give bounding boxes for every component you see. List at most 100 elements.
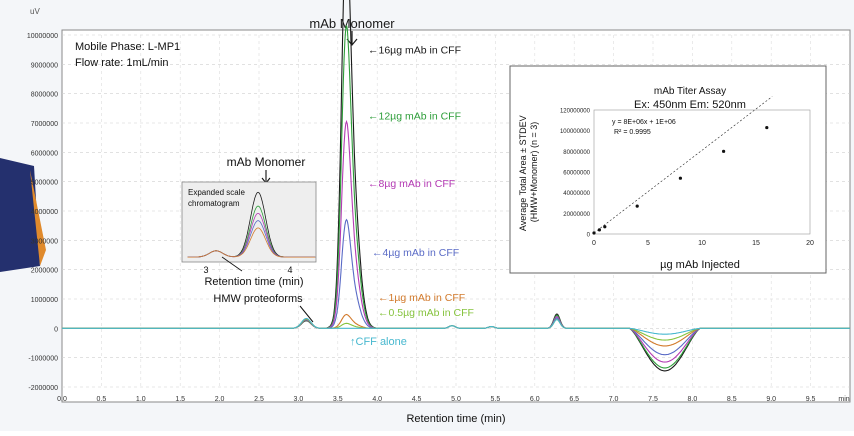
y-tick-label: 6000000 bbox=[31, 150, 58, 157]
peak-arrow bbox=[346, 31, 358, 46]
x-axis-title: Retention time (min) bbox=[406, 413, 505, 425]
y-tick-label: 3000000 bbox=[31, 238, 58, 245]
x-tick-label: 0.5 bbox=[97, 396, 107, 403]
y-tick-label: 9000000 bbox=[31, 62, 58, 69]
inset-label-text: Expanded scale bbox=[188, 188, 245, 197]
calibration-points bbox=[592, 96, 773, 235]
x-tick-label: 8.0 bbox=[688, 396, 698, 403]
calibration-point bbox=[603, 225, 607, 229]
main-title: mAb Monomer bbox=[309, 16, 395, 31]
y-unit-label: uV bbox=[30, 7, 40, 16]
y-tick-label: 4000000 bbox=[31, 209, 58, 216]
x-tick-label: 8.5 bbox=[727, 396, 737, 403]
calibration-ticks: 0 20000000 40000000 60000000 80000000 1000000… bbox=[560, 109, 814, 248]
series-labels: ←16µg mAb in CFF ←12µg mAb in CFF ←8µg mAb… bbox=[368, 45, 474, 319]
calibration-y-title-line2: (HMW+Monomer) (n = 3) bbox=[529, 122, 539, 223]
hmw-arrow bbox=[299, 305, 314, 323]
inset-traces bbox=[187, 191, 316, 258]
inset-x-tick-4: 4 bbox=[287, 265, 292, 275]
inset-label-text-2: chromatogram bbox=[188, 199, 240, 208]
inset-frame bbox=[181, 181, 317, 263]
x-tick-label: min bbox=[838, 396, 849, 403]
calibration-title: mAb Titer Assay bbox=[654, 86, 726, 97]
calibration-x-tick: 5 bbox=[646, 240, 650, 247]
calibration-y-tick: 0 bbox=[587, 233, 591, 239]
x-tick-label: 7.5 bbox=[648, 396, 658, 403]
calibration-y-tick: 60000000 bbox=[563, 171, 590, 177]
y-tick-label: 2000000 bbox=[31, 268, 58, 275]
x-tick-label: 6.5 bbox=[569, 396, 579, 403]
calibration-x-title: µg mAb Injected bbox=[660, 259, 740, 271]
inset-x-axis-title: Retention time (min) bbox=[204, 276, 303, 288]
calibration-y-tick: 80000000 bbox=[563, 150, 590, 156]
y-tick-label: 8000000 bbox=[31, 92, 58, 99]
inset-x-tick-3: 3 bbox=[203, 265, 208, 275]
cff-alone-label: ↑CFF alone bbox=[350, 336, 407, 348]
x-tick-label: 7.0 bbox=[609, 396, 619, 403]
inset-expanded-chromatogram: mAb Monomer Expanded scale chromatogram … bbox=[181, 155, 317, 288]
inset-title: mAb Monomer bbox=[227, 155, 306, 169]
decorative-banner-shape bbox=[0, 158, 40, 272]
calibration-y-tick: 120000000 bbox=[560, 109, 591, 115]
x-axis-ticks: 0.0 0.5 1.0 1.5 2.0 2.5 3.0 3.5 4.0 4.5 5.0 5.5 6.0 6… bbox=[57, 396, 850, 403]
series-label: ←0.5µg mAb in CFF bbox=[378, 307, 474, 319]
decorative-accent-shape bbox=[30, 170, 46, 266]
calibration-point bbox=[635, 204, 639, 208]
y-tick-label: -2000000 bbox=[28, 385, 58, 392]
flow-rate-label: Flow rate: 1mL/min bbox=[75, 57, 169, 69]
x-tick-label: 0.0 bbox=[57, 396, 67, 403]
x-tick-label: 5.5 bbox=[491, 396, 501, 403]
calibration-y-tick: 20000000 bbox=[563, 212, 590, 218]
series-label: ←12µg mAb in CFF bbox=[368, 111, 461, 123]
x-tick-label: 9.0 bbox=[766, 396, 776, 403]
x-tick-label: 5.0 bbox=[451, 396, 461, 403]
inset-label-line1: Expanded scale bbox=[188, 188, 245, 197]
chromatogram-traces bbox=[62, 0, 850, 372]
series-label: ←16µg mAb in CFF bbox=[368, 45, 461, 57]
calibration-point bbox=[722, 149, 726, 153]
y-tick-label: 0 bbox=[54, 326, 58, 333]
x-tick-label: 2.5 bbox=[254, 396, 264, 403]
y-tick-label: -1000000 bbox=[28, 356, 58, 363]
series-label: ←4µg mAb in CFF bbox=[372, 247, 459, 259]
x-tick-label: 1.5 bbox=[175, 396, 185, 403]
calibration-equation: y = 8E+06x + 1E+06 bbox=[612, 119, 676, 126]
calibration-y-title-line1: Average Total Area ± STDEV bbox=[518, 115, 528, 231]
x-tick-label: 6.0 bbox=[530, 396, 540, 403]
x-tick-label: 4.5 bbox=[412, 396, 422, 403]
calibration-point bbox=[597, 228, 602, 232]
calibration-plot-area bbox=[593, 109, 811, 235]
x-tick-label: 9.5 bbox=[806, 396, 816, 403]
calibration-y-tick: 40000000 bbox=[563, 191, 590, 197]
calibration-inset: mAb Titer Assay Ex: 450nm Em: 520nm 0200… bbox=[509, 65, 827, 274]
series-label: ←1µg mAb in CFF bbox=[378, 292, 465, 304]
inset-pointer bbox=[221, 256, 243, 272]
series-label: ←8µg mAb in CFF bbox=[368, 178, 455, 190]
x-tick-label: 4.0 bbox=[372, 396, 382, 403]
calibration-x-tick: 20 bbox=[806, 240, 814, 247]
x-tick-label: 3.0 bbox=[294, 396, 304, 403]
calibration-x-tick: 15 bbox=[752, 240, 760, 247]
calibration-point bbox=[592, 231, 596, 235]
calibration-point bbox=[678, 176, 683, 180]
calibration-x-tick: 0 bbox=[592, 240, 596, 247]
hmw-label: HMW proteoforms bbox=[213, 293, 303, 305]
calibration-r2: R² = 0.9995 bbox=[614, 129, 651, 136]
calibration-y-title: Average Total Area ± STDEV (HMW+Monomer)… bbox=[518, 113, 539, 231]
inset-trace bbox=[187, 227, 316, 258]
calibration-point bbox=[765, 125, 769, 130]
x-tick-label: 1.0 bbox=[136, 396, 146, 403]
calibration-x-tick: 10 bbox=[698, 240, 706, 247]
inset-label-line2: chromatogram bbox=[188, 199, 240, 208]
calibration-y-tick: 100000000 bbox=[560, 129, 591, 135]
mobile-phase-label: Mobile Phase: L-MP1 bbox=[75, 41, 180, 53]
calibration-fit-line bbox=[593, 96, 773, 234]
y-tick-label: 7000000 bbox=[31, 121, 58, 128]
y-tick-label: 10000000 bbox=[27, 33, 58, 40]
y-axis-ticks: 1000000090000008000000700000060000005000… bbox=[27, 33, 58, 392]
calibration-subtitle: Ex: 450nm Em: 520nm bbox=[634, 99, 746, 111]
trace-line bbox=[62, 317, 850, 335]
x-tick-label: 3.5 bbox=[333, 396, 343, 403]
